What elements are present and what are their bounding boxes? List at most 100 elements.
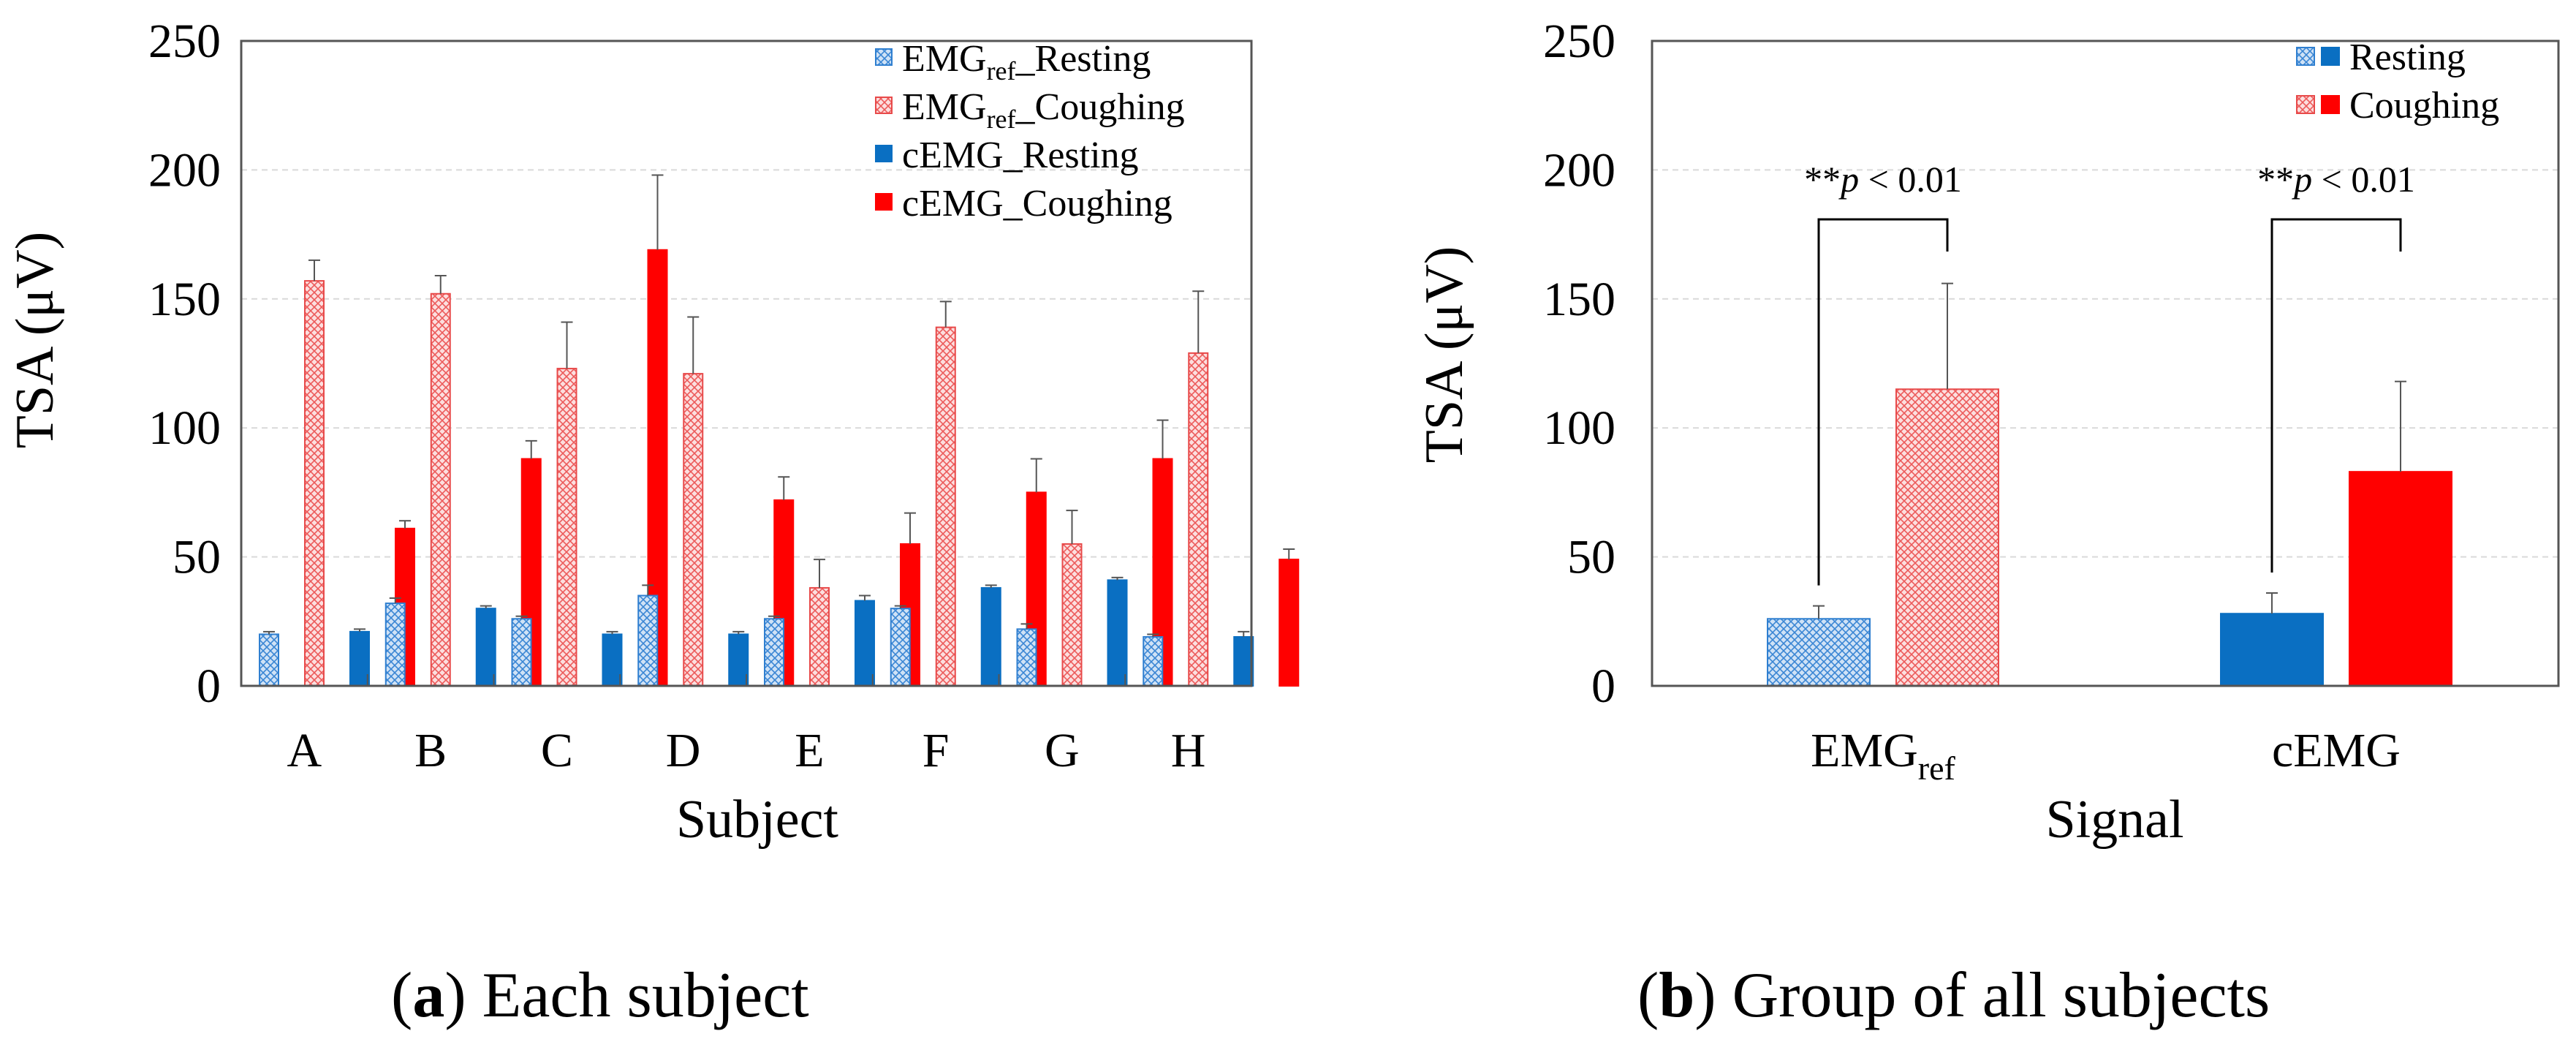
chart-b-x-axis-title: Signal: [2045, 790, 2183, 850]
chart-a-bar: [1188, 352, 1209, 687]
chart-a-x-tick-label: G: [1045, 724, 1080, 777]
chart-b-legend-swatch-emg: [2296, 47, 2315, 66]
chart-a-bar: [764, 618, 784, 687]
chart-a-bar: [1143, 635, 1164, 687]
caption-a-label: a: [412, 960, 444, 1031]
chart-b-y-tick-label: 50: [1567, 531, 1615, 584]
chart-a-legend-subscript: ref: [987, 56, 1016, 86]
chart-b-significance-value: < 0.01: [2312, 159, 2415, 200]
chart-a-bar: [475, 608, 496, 687]
chart-a-gridlines: [241, 169, 1251, 558]
chart-b-legend: Resting Coughing: [2296, 37, 2499, 126]
chart-b-significance-bracket: [2270, 218, 2402, 573]
caption-b: (b) Group of all subjects: [1637, 960, 2270, 1031]
chart-a-y-tick-labels: 0 50 100 150 200 250: [148, 15, 221, 713]
chart-b-y-tick-label: 250: [1543, 15, 1615, 68]
chart-b-legend-swatch-cemg: [2321, 47, 2340, 66]
chart-b-significance-bracket: [1817, 218, 1949, 586]
chart-b-legend-label: Coughing: [2349, 85, 2499, 126]
chart-a-y-tick-label: 50: [173, 531, 221, 584]
chart-a-bar: [855, 600, 875, 687]
chart-b-significance-p: p: [2292, 159, 2312, 200]
caption-a: (a) Each subject: [391, 960, 809, 1031]
chart-b-bar: [1767, 618, 1871, 687]
chart-a-legend-label: cEMG_Coughing: [902, 183, 1173, 224]
caption-b-text: ) Group of all subjects: [1694, 960, 2270, 1031]
chart-a-bar: [683, 373, 704, 687]
chart-a-bar: [1107, 579, 1128, 687]
chart-a-bar: [384, 603, 406, 687]
chart-a-bar: [728, 633, 749, 687]
chart-b-y-tick-label: 0: [1591, 660, 1615, 713]
chart-b-y-tick-label: 100: [1543, 401, 1615, 455]
chart-b-legend-label: Resting: [2349, 37, 2466, 78]
chart-a-legend-suffix: _Coughing: [1015, 86, 1185, 128]
chart-a-bars: [259, 249, 1300, 687]
chart-a-bar: [602, 633, 623, 687]
caption-b-label: b: [1659, 960, 1694, 1031]
chart-a-bar: [890, 608, 911, 687]
chart-a-y-tick-label: 200: [148, 143, 221, 197]
chart-a-x-tick-label: C: [541, 724, 573, 777]
chart-a-y-tick-label: 0: [197, 660, 221, 713]
chart-b-x-tick-main: EMG: [1811, 724, 1918, 777]
chart-a-bar: [809, 586, 830, 687]
chart-a-legend-label: EMGref_Resting: [902, 38, 1151, 86]
chart-b-x-tick-label: cEMG: [2272, 724, 2401, 777]
chart-a-bar: [637, 594, 659, 687]
chart-a-legend-swatch: [875, 193, 893, 211]
chart-b-plot-frame: [1651, 39, 2560, 687]
chart-a-legend-swatch: [875, 145, 893, 162]
chart-a-legend-swatch: [875, 48, 893, 66]
chart-a-bar: [556, 368, 577, 687]
chart-a-legend-swatch: [875, 97, 893, 114]
chart-a-bar: [511, 618, 532, 687]
chart-a-legend-label: EMGref_Coughing: [902, 86, 1185, 134]
chart-a-x-tick-label: D: [666, 724, 701, 777]
chart-a-x-tick-label: B: [414, 724, 447, 777]
chart-a-y-tick-label: 150: [148, 273, 221, 326]
caption-a-text: ) Each subject: [444, 960, 808, 1031]
chart-b-x-tick-subscript: ref: [1918, 749, 1956, 787]
chart-b-gridlines: [1652, 169, 2558, 558]
chart-a-x-tick-marks: [366, 674, 1126, 686]
chart-b-y-tick-label: 200: [1543, 143, 1615, 197]
chart-a-bar: [935, 326, 956, 687]
chart-a-bar: [1016, 628, 1037, 687]
chart-b-bars: [1767, 388, 2452, 687]
chart-a-x-tick-label: E: [795, 724, 824, 777]
chart-a-x-tick-label: A: [287, 724, 322, 777]
chart-b-significance-value: < 0.01: [1859, 159, 1962, 200]
chart-a-x-axis-title: Subject: [676, 790, 838, 850]
chart-a-bar: [980, 586, 1001, 687]
chart-b-significance-label: **p < 0.01: [2257, 159, 2415, 200]
chart-b-bar: [2349, 471, 2452, 687]
chart-b-significance-p: p: [1838, 159, 1859, 200]
chart-a-legend: EMGref_RestingEMGref_CoughingcEMG_Restin…: [875, 38, 1185, 224]
chart-b-bar: [1895, 388, 1999, 687]
chart-a-legend-main: EMG: [902, 86, 987, 128]
chart-a-y-tick-label: 100: [148, 401, 221, 455]
chart-a-legend-subscript: ref: [987, 105, 1016, 134]
chart-a-legend-label: cEMG_Resting: [902, 135, 1139, 176]
chart-a-legend-main: EMG: [902, 38, 987, 80]
chart-b-y-axis-title: TSA (μV): [1414, 246, 1474, 464]
chart-a-bar: [1061, 543, 1083, 687]
chart-b-x-tick-labels: EMGref cEMG: [1811, 724, 2401, 787]
chart-a-legend-main: cEMG_Resting: [902, 135, 1139, 176]
chart-a-bar: [259, 633, 279, 687]
chart-b-significance-stars: **: [2257, 159, 2294, 200]
chart-b-significance-brackets: **p < 0.01 **p < 0.01: [1804, 159, 2415, 586]
chart-a-error-bars: [263, 174, 1295, 637]
chart-a-bar: [1278, 559, 1300, 687]
chart-b-significance-label: **p < 0.01: [1804, 159, 1962, 200]
chart-a-legend-main: cEMG_Coughing: [902, 183, 1173, 224]
chart-a-y-axis-title: TSA (μV): [5, 232, 65, 449]
chart-a-x-tick-labels: A B C D E F G H: [287, 724, 1206, 777]
chart-b-significance-stars: **: [1804, 159, 1841, 200]
chart-b-error-bars: [1813, 282, 2406, 619]
chart-a-bar: [1233, 635, 1254, 687]
chart-b-legend-swatch-cemg: [2321, 95, 2340, 114]
